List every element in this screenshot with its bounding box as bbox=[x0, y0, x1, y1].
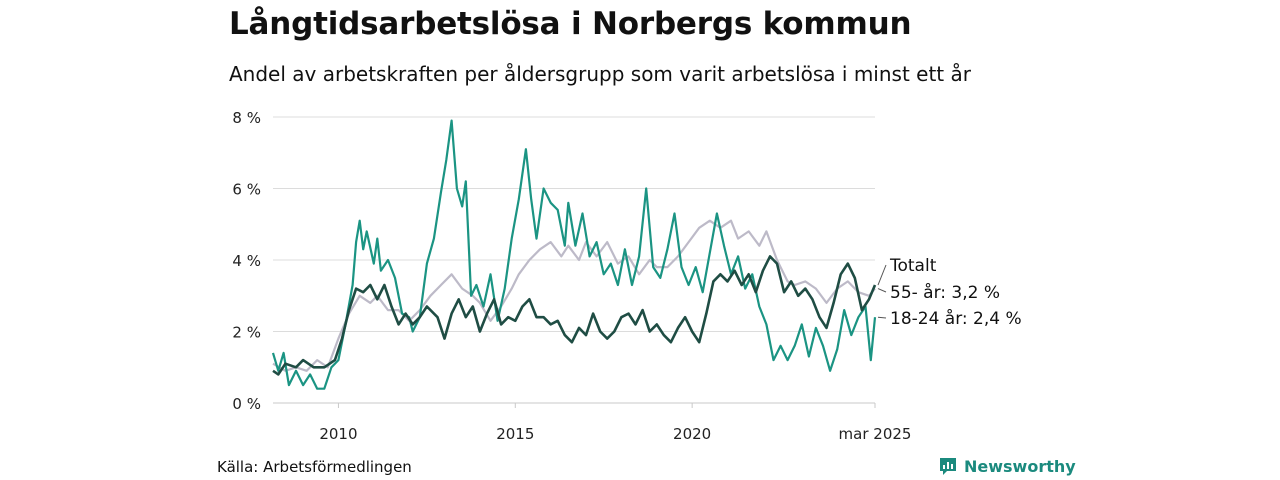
newsworthy-logo: Newsworthy bbox=[938, 456, 1076, 476]
label-connector bbox=[877, 264, 887, 286]
chart-series bbox=[271, 119, 877, 390]
x-tick-label: mar 2025 bbox=[839, 425, 912, 443]
series-end-label: 18-24 år: 2,4 % bbox=[890, 308, 1022, 329]
chart-subtitle: Andel av arbetskraften per åldersgrupp s… bbox=[229, 62, 971, 86]
chart-title: Långtidsarbetslösa i Norbergs kommun bbox=[229, 6, 912, 42]
chart-grid bbox=[273, 116, 875, 404]
y-tick-label: 6 % bbox=[232, 181, 261, 199]
y-tick-label: 4 % bbox=[232, 252, 261, 270]
series-line bbox=[271, 119, 877, 390]
label-connector bbox=[877, 316, 887, 319]
y-axis: 0 % 2 % 4 % 6 % 8 % bbox=[232, 109, 261, 413]
series-line bbox=[272, 219, 876, 372]
series-line bbox=[272, 255, 877, 376]
series-end-label: 55- år: 3,2 % bbox=[890, 282, 1000, 303]
y-tick-label: 2 % bbox=[232, 324, 261, 342]
series-end-label: Totalt bbox=[889, 256, 937, 276]
series-labels: Totalt 55- år: 3,2 % 18-24 år: 2,4 % bbox=[877, 256, 1022, 329]
label-connector bbox=[877, 288, 887, 293]
newsworthy-logo-icon bbox=[940, 458, 956, 475]
x-tick-label: 2015 bbox=[496, 425, 534, 443]
y-tick-label: 0 % bbox=[232, 395, 261, 413]
x-tick-label: 2020 bbox=[673, 425, 711, 443]
x-axis: 2010 2015 2020 mar 2025 bbox=[319, 403, 911, 443]
source-note: Källa: Arbetsförmedlingen bbox=[217, 458, 412, 476]
x-tick-label: 2010 bbox=[319, 425, 357, 443]
newsworthy-logo-text: Newsworthy bbox=[964, 456, 1076, 476]
y-tick-label: 8 % bbox=[232, 109, 261, 127]
